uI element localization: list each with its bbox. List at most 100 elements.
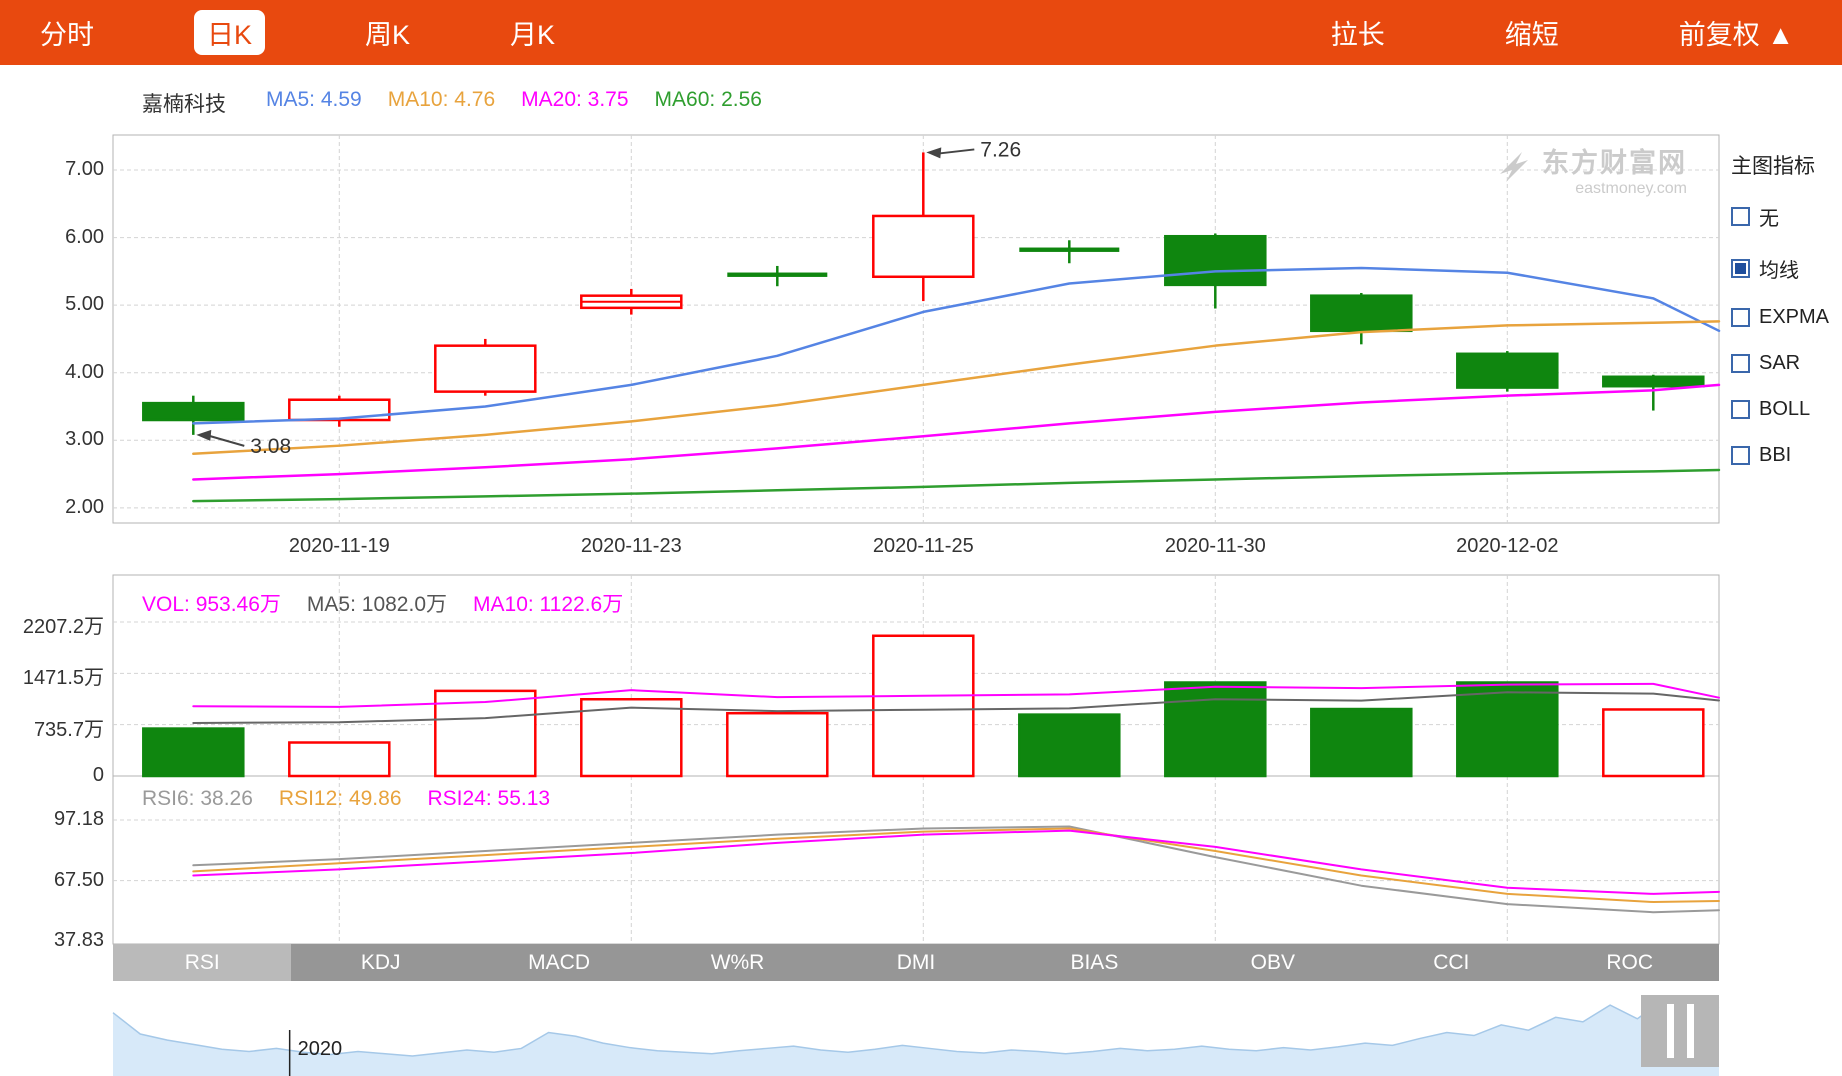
x-axis-label: 2020-11-30 bbox=[1164, 535, 1266, 557]
indicator-tab-cci[interactable]: CCI bbox=[1433, 951, 1470, 974]
sidebar-option-boll[interactable]: BOLL bbox=[1731, 398, 1841, 421]
ma-line-MA60 bbox=[192, 468, 1721, 503]
indicator-tab-kdj[interactable]: KDJ bbox=[360, 951, 401, 974]
volume-bar-1 bbox=[288, 741, 391, 778]
sidebar-option-sar[interactable]: SAR bbox=[1731, 352, 1841, 375]
legend-item: MA10: 1122.6万 bbox=[473, 593, 624, 616]
legend-item: MA5: 1082.0万 bbox=[306, 593, 448, 616]
x-axis-label: 2020-11-19 bbox=[288, 535, 390, 557]
candle-2 bbox=[434, 338, 537, 396]
period-tab-monthly-k[interactable]: 月K bbox=[510, 20, 556, 50]
option-label: 均线 bbox=[1759, 260, 1799, 282]
y-axis-label: 2207.2万 bbox=[22, 616, 104, 638]
handle-grip-icon bbox=[1666, 1004, 1674, 1058]
annotation-arrowhead bbox=[926, 147, 942, 159]
navigator-year-label: 2020 bbox=[297, 1038, 343, 1060]
y-axis-label: 7.00 bbox=[65, 158, 104, 180]
sidebar-option-bbi[interactable]: BBI bbox=[1731, 444, 1841, 467]
ma-legend-items: MA5: 4.59 MA10: 4.76 MA20: 3.75 MA60: 2.56 bbox=[266, 88, 762, 118]
checkbox-icon[interactable] bbox=[1731, 354, 1750, 373]
volume-bar-4 bbox=[726, 711, 829, 778]
volume-ma-line-MA10 bbox=[192, 682, 1720, 708]
checkbox-icon[interactable] bbox=[1731, 400, 1750, 419]
y-axis-label: 6.00 bbox=[65, 225, 104, 248]
volume-bar-6 bbox=[1018, 713, 1121, 778]
sidebar-option-ma[interactable]: 均线 bbox=[1731, 254, 1841, 283]
option-label: BOLL bbox=[1759, 398, 1811, 420]
volume-bar-7 bbox=[1164, 681, 1267, 778]
checkbox-icon[interactable] bbox=[1731, 308, 1750, 327]
candle-3 bbox=[580, 288, 683, 315]
option-label: 无 bbox=[1759, 208, 1779, 230]
indicator-tab-bias[interactable]: BIAS bbox=[1070, 951, 1119, 974]
candle-4 bbox=[727, 265, 828, 287]
legend-item: RSI6: 38.26 bbox=[142, 787, 253, 810]
y-axis-label: 735.7万 bbox=[33, 718, 104, 741]
candle-1 bbox=[288, 395, 391, 427]
period-tab-time-sharing[interactable]: 分时 bbox=[40, 20, 94, 50]
checkbox-icon[interactable] bbox=[1731, 207, 1750, 226]
option-label: BBI bbox=[1759, 444, 1792, 466]
ma-line-MA10 bbox=[192, 320, 1721, 456]
control-adjust-type[interactable]: 前复权 ▲ bbox=[1678, 20, 1794, 50]
period-tabs: 分时 日K 周K 月K bbox=[0, 10, 555, 55]
y-axis-label: 3.00 bbox=[65, 428, 104, 451]
legend-item: MA5: 4.59 bbox=[266, 88, 362, 111]
volume-bar-0 bbox=[142, 727, 245, 778]
price-panel-frame bbox=[112, 134, 1720, 524]
sidebar-options: 无均线 EXPMA SAR BOLL BBI bbox=[1731, 202, 1841, 467]
rsi-line-RSI12 bbox=[192, 827, 1720, 904]
handle-grip-icon bbox=[1686, 1004, 1694, 1058]
navigator-scroll-handle[interactable] bbox=[1641, 995, 1719, 1067]
y-axis-label: 37.83 bbox=[53, 929, 104, 952]
legend-item: MA20: 3.75 bbox=[521, 88, 629, 111]
watermark-domain: eastmoney.com bbox=[1575, 180, 1687, 197]
annotation-arrow bbox=[209, 434, 245, 447]
indicator-sidebar: 主图指标 无均线 EXPMA SAR BOLL BBI bbox=[1731, 150, 1841, 490]
legend-item: MA10: 4.76 bbox=[387, 88, 496, 111]
volume-legend: VOL: 953.46万 MA5: 1082.0万 MA10: 1122.6万 bbox=[142, 588, 623, 618]
period-tab-weekly-k[interactable]: 周K bbox=[365, 20, 411, 50]
volume-bar-3 bbox=[580, 698, 683, 778]
indicator-tab-macd[interactable]: MACD bbox=[528, 951, 591, 974]
volume-bar-5 bbox=[872, 634, 975, 778]
candle-5 bbox=[872, 152, 975, 302]
indicator-tab-dmi[interactable]: DMI bbox=[896, 951, 936, 974]
view-controls: 拉长 缩短 前复权 ▲ bbox=[1331, 13, 1842, 52]
control-stretch[interactable]: 拉长 bbox=[1330, 20, 1385, 50]
x-axis-label: 2020-11-23 bbox=[580, 535, 682, 557]
watermark-text: 东方财富网 eastmoney.com bbox=[1542, 148, 1687, 198]
period-tab-daily-k[interactable]: 日K bbox=[194, 10, 266, 55]
sidebar-option-expma[interactable]: EXPMA bbox=[1731, 306, 1841, 329]
y-axis-label: 4.00 bbox=[65, 360, 104, 383]
annotation-arrow bbox=[939, 148, 975, 155]
candle-0 bbox=[142, 395, 245, 435]
indicator-tab-roc[interactable]: ROC bbox=[1606, 951, 1654, 974]
ma-line-MA5 bbox=[192, 266, 1721, 425]
indicator-tab-wr[interactable]: W%R bbox=[710, 951, 765, 974]
legend-item: RSI12: 49.86 bbox=[278, 787, 402, 810]
rsi-line-RSI6 bbox=[192, 825, 1720, 914]
watermark-site-name: 东方财富网 bbox=[1542, 148, 1687, 178]
checkbox-icon[interactable] bbox=[1731, 446, 1750, 465]
volume-bar-10 bbox=[1602, 708, 1705, 778]
indicator-tab-rsi[interactable]: RSI bbox=[113, 944, 292, 981]
legend-item: RSI24: 55.13 bbox=[427, 787, 551, 810]
volume-ma-line-MA5 bbox=[192, 691, 1720, 724]
period-toolbar: 分时 日K 周K 月K 拉长 缩短 前复权 ▲ bbox=[0, 0, 1842, 65]
y-axis-label: 5.00 bbox=[65, 293, 104, 316]
main-chart-legend: 嘉楠科技 MA5: 4.59 MA10: 4.76 MA20: 3.75 MA60: … bbox=[142, 88, 762, 118]
stock-name: 嘉楠科技 bbox=[142, 93, 226, 116]
eastmoney-logo-icon bbox=[1500, 152, 1528, 182]
candle-8 bbox=[1310, 292, 1413, 345]
indicator-tab-bar: RSI KDJ MACD W%R DMI BIAS OBV CCI ROC bbox=[113, 944, 1719, 981]
checkbox-icon[interactable] bbox=[1731, 259, 1750, 278]
annotation-arrowhead bbox=[196, 429, 212, 441]
indicator-tab-obv[interactable]: OBV bbox=[1250, 951, 1296, 974]
ma-line-MA20 bbox=[192, 383, 1721, 481]
y-axis-label: 1471.5万 bbox=[22, 667, 104, 690]
sidebar-option-none[interactable]: 无 bbox=[1731, 202, 1841, 231]
y-axis-label: 67.50 bbox=[53, 868, 104, 891]
control-shrink[interactable]: 缩短 bbox=[1504, 20, 1559, 50]
